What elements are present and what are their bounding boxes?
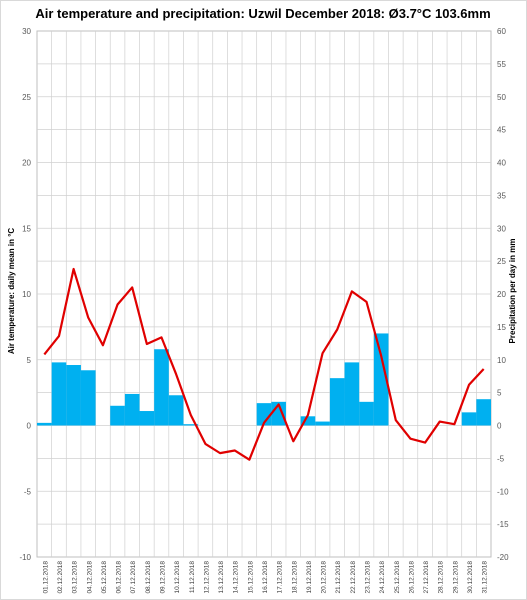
x-tick-label: 23.12.2018 xyxy=(365,561,372,594)
y-tick-label-right: 35 xyxy=(497,191,506,200)
axes: -10 -5 0 5 10 15 20 25 30 -20 -15 -10 -5 0 5 10 15 20 25 30… xyxy=(19,27,509,594)
chart-title: Air temperature and precipitation: Uzwil… xyxy=(35,6,490,21)
precipitation-bar xyxy=(51,362,67,426)
precipitation-bars xyxy=(37,333,491,426)
x-tick-label: 10.12.2018 xyxy=(174,561,181,594)
precipitation-bar xyxy=(168,395,184,426)
y-tick-label-right: 45 xyxy=(497,126,506,135)
y-tick-label-left: -5 xyxy=(24,487,32,496)
y-tick-label-left: 0 xyxy=(27,422,32,431)
precipitation-bar xyxy=(373,333,389,426)
x-tick-label: 04.12.2018 xyxy=(86,561,93,594)
x-tick-label: 12.12.2018 xyxy=(203,561,210,594)
x-tick-label: 15.12.2018 xyxy=(247,561,254,594)
y-tick-label-right: -5 xyxy=(497,454,505,463)
x-tick-label: 30.12.2018 xyxy=(467,561,474,594)
y-tick-label-left: 15 xyxy=(22,224,31,233)
y-tick-label-left: 20 xyxy=(22,159,31,168)
y-tick-label-left: 10 xyxy=(22,290,31,299)
precipitation-bar xyxy=(359,401,374,426)
precipitation-bar xyxy=(329,378,345,426)
y-axis-label-left: Air temperature: daily mean in °C xyxy=(7,228,16,355)
x-tick-label: 19.12.2018 xyxy=(306,561,313,594)
x-tick-label: 21.12.2018 xyxy=(335,561,342,594)
precipitation-bar xyxy=(183,424,199,426)
y-tick-label-right: 40 xyxy=(497,159,506,168)
x-tick-label: 17.12.2018 xyxy=(277,561,284,594)
y-tick-label-left: 5 xyxy=(27,356,32,365)
precipitation-bar xyxy=(110,405,125,426)
x-tick-label: 22.12.2018 xyxy=(350,561,357,594)
x-tick-label: 28.12.2018 xyxy=(438,561,445,594)
y-tick-label-right: 0 xyxy=(497,422,502,431)
precipitation-bar xyxy=(37,422,52,426)
precipitation-bar xyxy=(154,349,169,426)
temperature-series-line xyxy=(43,267,485,461)
x-tick-label: 16.12.2018 xyxy=(262,561,269,594)
y-tick-label-left: -10 xyxy=(19,553,31,562)
x-tick-label: 18.12.2018 xyxy=(291,561,298,594)
y-tick-label-right: 15 xyxy=(497,323,506,332)
x-tick-label: 07.12.2018 xyxy=(130,561,137,594)
x-tick-label: 01.12.2018 xyxy=(42,561,49,594)
y-tick-label-right: 5 xyxy=(497,389,502,398)
precipitation-bar xyxy=(124,393,140,426)
precipitation-bar xyxy=(80,370,96,426)
x-tick-label: 27.12.2018 xyxy=(423,561,430,594)
x-tick-label: 02.12.2018 xyxy=(57,561,64,594)
x-tick-label: 09.12.2018 xyxy=(159,561,166,594)
x-tick-label: 26.12.2018 xyxy=(408,561,415,594)
x-tick-label: 06.12.2018 xyxy=(116,561,123,594)
precipitation-bar xyxy=(461,412,477,426)
x-tick-label: 24.12.2018 xyxy=(379,561,386,594)
x-tick-label: 11.12.2018 xyxy=(189,561,196,593)
precipitation-bar xyxy=(139,411,155,426)
x-tick-label: 13.12.2018 xyxy=(218,561,225,594)
x-tick-label: 03.12.2018 xyxy=(72,561,79,594)
y-tick-label-right: 50 xyxy=(497,93,506,102)
precipitation-bar xyxy=(66,365,81,426)
x-tick-label: 31.12.2018 xyxy=(482,561,489,594)
y-tick-label-right: 25 xyxy=(497,257,506,266)
temperature-line xyxy=(43,267,485,461)
y-tick-label-right: -20 xyxy=(497,553,509,562)
precipitation-bar xyxy=(300,416,316,426)
precipitation-bar xyxy=(476,399,491,426)
x-tick-label: 29.12.2018 xyxy=(452,561,459,594)
y-tick-label-left: 25 xyxy=(22,93,31,102)
x-tick-label: 05.12.2018 xyxy=(101,561,108,594)
x-tick-label: 08.12.2018 xyxy=(145,561,152,594)
x-tick-label: 14.12.2018 xyxy=(233,561,240,594)
y-tick-label-right: 10 xyxy=(497,356,506,365)
y-tick-label-right: -10 xyxy=(497,487,509,496)
y-tick-label-right: 20 xyxy=(497,290,506,299)
y-axis-label-right: Precipitation per day in mm xyxy=(508,239,517,344)
precipitation-bar xyxy=(344,362,360,426)
x-tick-label: 20.12.2018 xyxy=(321,561,328,594)
y-tick-label-right: 55 xyxy=(497,60,506,69)
y-tick-label-left: 30 xyxy=(22,27,31,36)
y-tick-label-right: -15 xyxy=(497,520,509,529)
precipitation-bar xyxy=(315,421,330,426)
y-tick-label-right: 30 xyxy=(497,224,506,233)
y-tick-label-right: 60 xyxy=(497,27,506,36)
x-tick-label: 25.12.2018 xyxy=(394,561,401,594)
grid xyxy=(36,30,492,558)
